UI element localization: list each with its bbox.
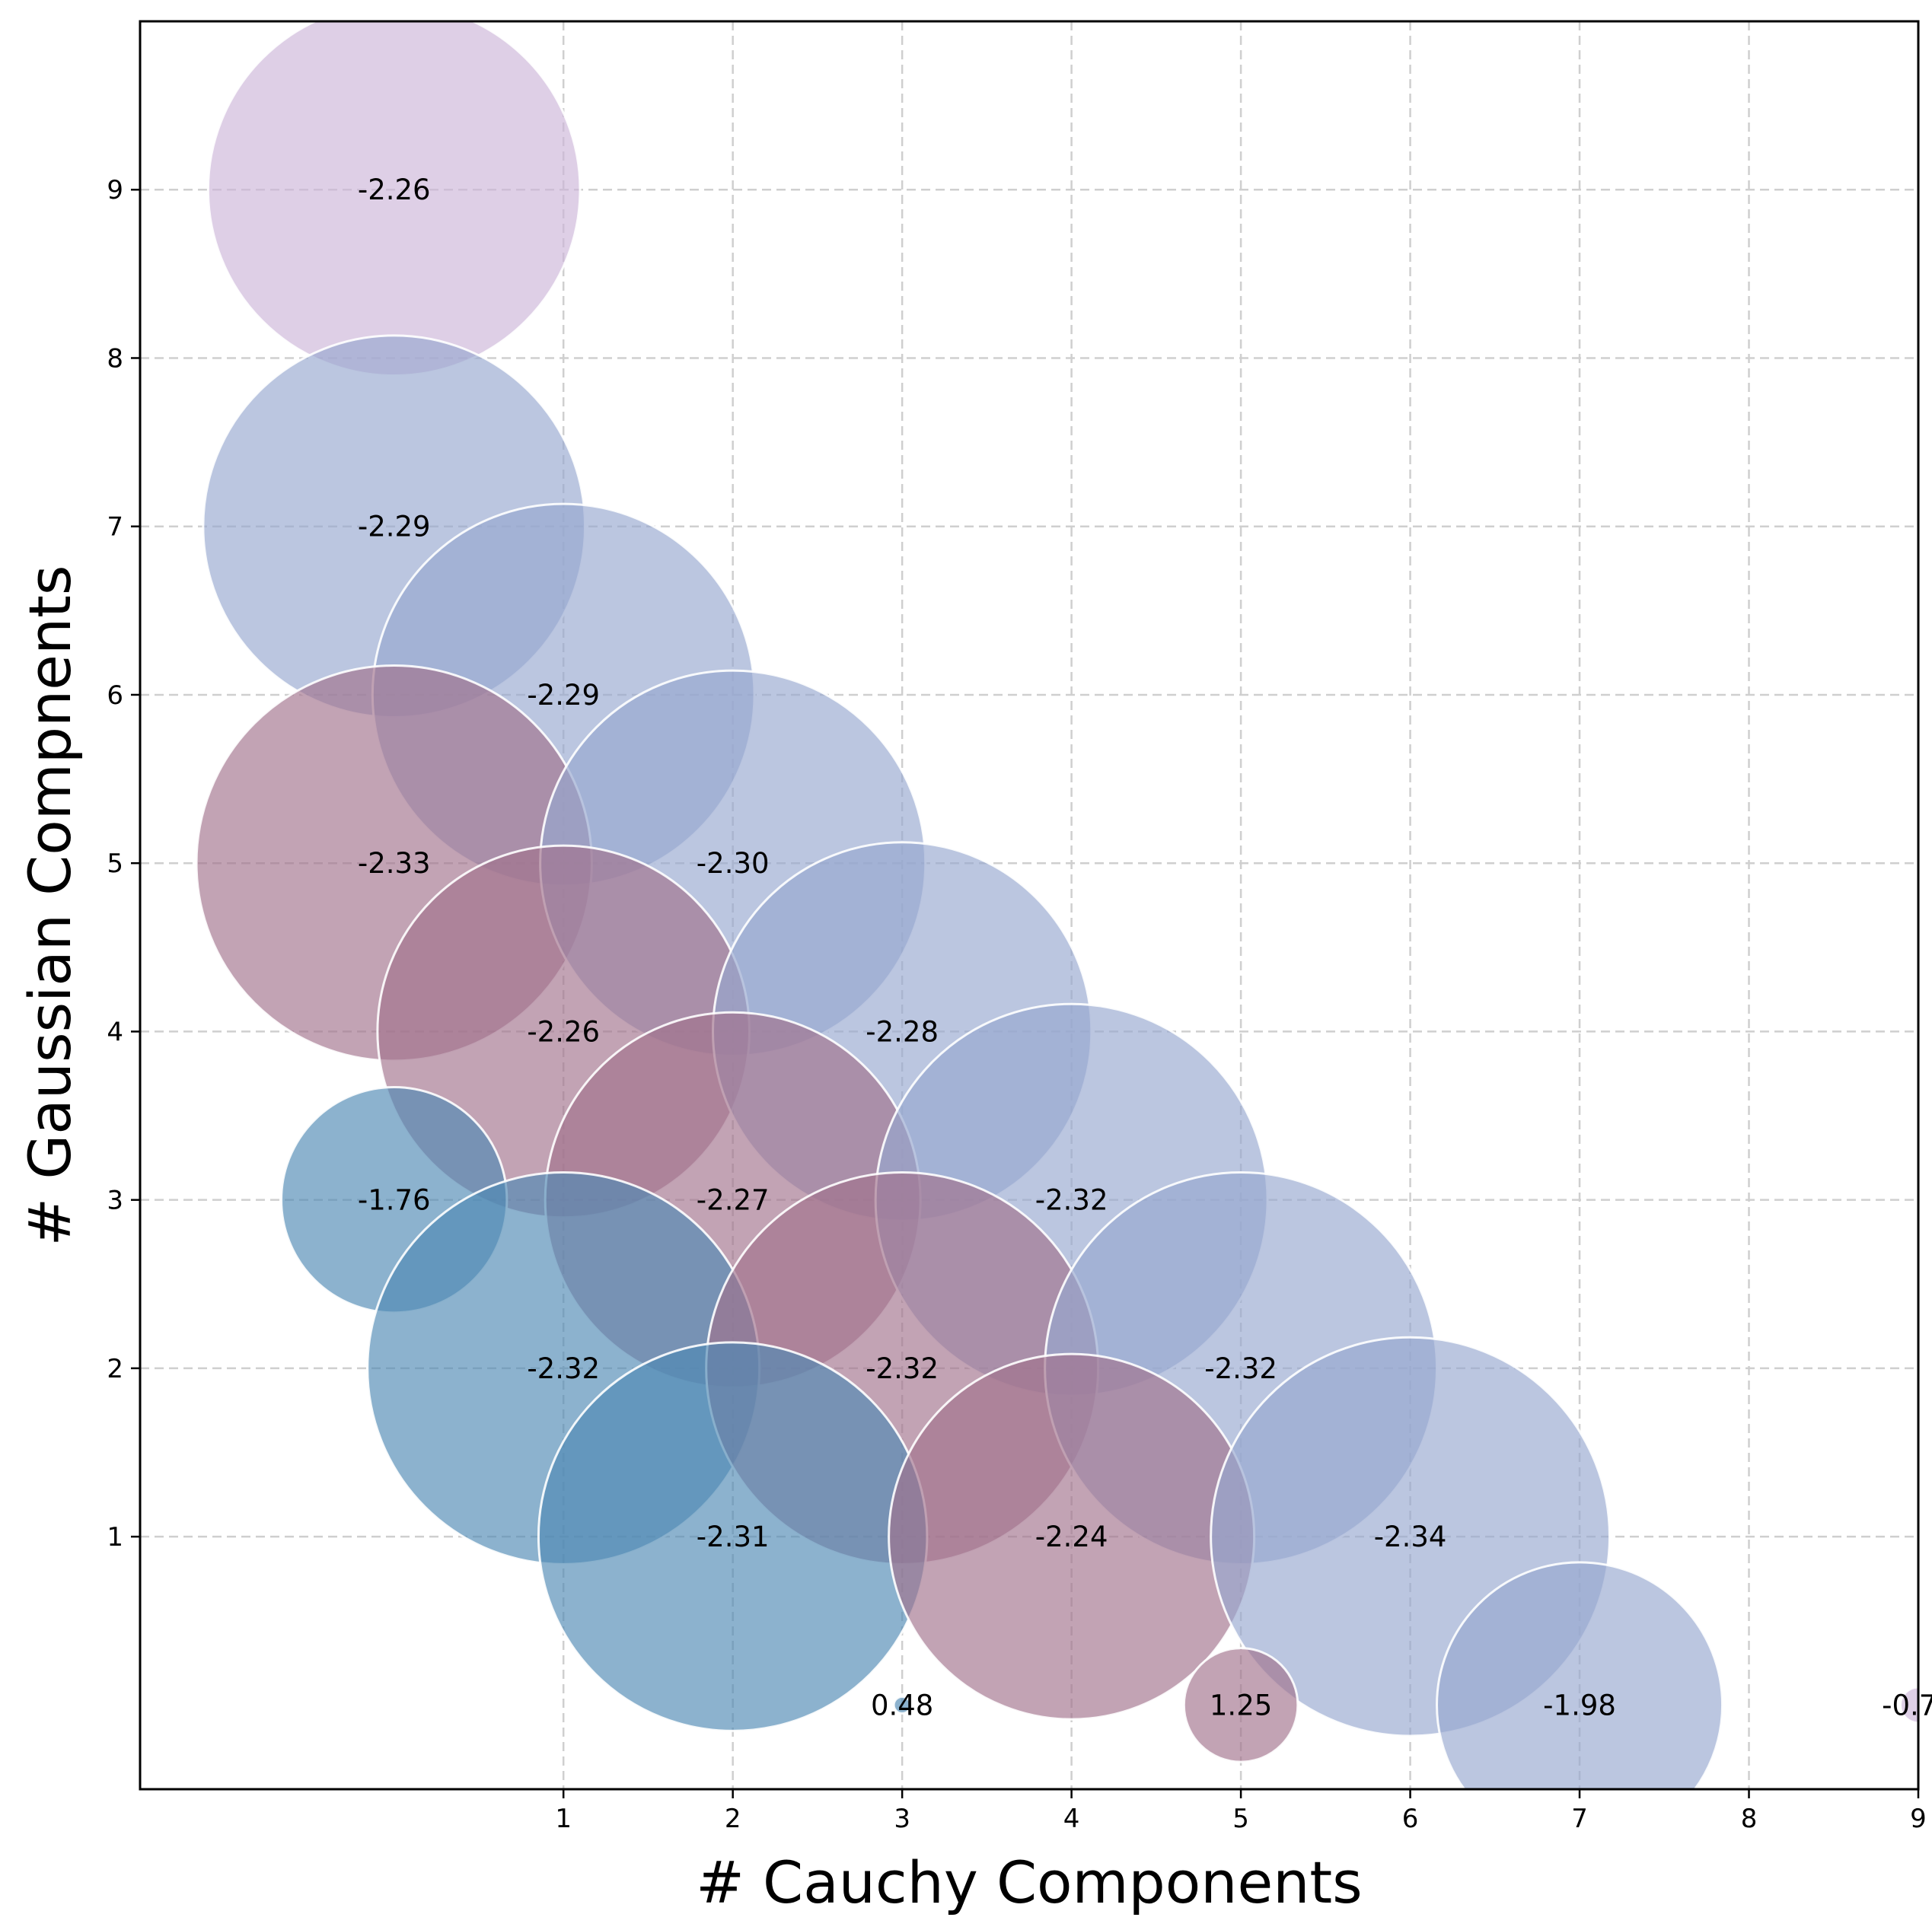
bubble: [892, 1695, 912, 1715]
x-tick-label: 3: [894, 1804, 910, 1834]
bubble-value-label: -1.76: [358, 1184, 431, 1217]
x-tick-label: 5: [1232, 1804, 1249, 1834]
bubble-value-label: -2.34: [1374, 1521, 1447, 1553]
bubble: [1182, 1647, 1299, 1763]
bubble-value-label: 0.48: [871, 1689, 933, 1721]
y-tick-label: 8: [107, 343, 123, 374]
bubble-value-label: -2.27: [697, 1184, 770, 1217]
y-tick-label: 5: [107, 849, 123, 879]
y-tick-label: 3: [107, 1186, 123, 1216]
x-tick-label: 7: [1571, 1804, 1588, 1834]
bubble-value-label: -1.98: [1543, 1689, 1616, 1721]
bubble-value-label: -2.32: [1204, 1352, 1277, 1385]
bubble-value-label: -2.28: [866, 1015, 939, 1048]
x-tick-label: 6: [1402, 1804, 1419, 1834]
y-axis-title: # Gaussian Compnents: [16, 565, 84, 1246]
y-tick-label: 1: [107, 1522, 123, 1553]
y-tick-label: 7: [107, 512, 123, 543]
bubble-value-label: -2.31: [697, 1521, 770, 1553]
y-tick-label: 9: [107, 175, 123, 205]
bubble-value-label: -2.32: [527, 1352, 600, 1385]
axis-ticks: 1 2 3 4 5 6 7 8 9 1 2 3 4 5 6 7 8 9: [107, 175, 1926, 1834]
y-tick-label: 4: [107, 1017, 123, 1047]
bubble-labels: -2.26 -2.29 -2.29 -2.33 -2.30 -2.26 -2.28 -1.76…: [358, 174, 1932, 1721]
bubble-value-label: -0.70: [1882, 1689, 1932, 1721]
plot-frame: [139, 20, 1920, 1791]
bubble-value-label: -2.30: [697, 847, 770, 880]
x-tick-label: 8: [1741, 1804, 1758, 1834]
bubble: [1436, 1561, 1724, 1789]
bubble-value-label: -2.24: [1035, 1521, 1108, 1553]
x-tick-label: 2: [725, 1804, 741, 1834]
bubble-value-label: 1.25: [1210, 1689, 1272, 1721]
bubble-value-label: -2.32: [866, 1352, 939, 1385]
bubble-value-label: -2.32: [1035, 1184, 1108, 1217]
bubble-value-label: -2.29: [527, 679, 600, 712]
bubble-value-label: -2.26: [358, 174, 431, 206]
x-tick-label: 4: [1063, 1804, 1080, 1834]
x-tick-label: 1: [555, 1804, 572, 1834]
y-tick-label: 6: [107, 680, 123, 711]
y-tick-label: 2: [107, 1354, 123, 1384]
x-tick-label: 9: [1910, 1804, 1927, 1834]
bubble-value-label: -2.26: [527, 1015, 600, 1048]
bubbles: [195, 21, 1918, 1789]
bubble-value-label: -2.29: [358, 511, 431, 543]
x-axis-title: # Cauchy Components: [696, 1849, 1363, 1916]
bubble-value-label: -2.33: [358, 847, 431, 880]
